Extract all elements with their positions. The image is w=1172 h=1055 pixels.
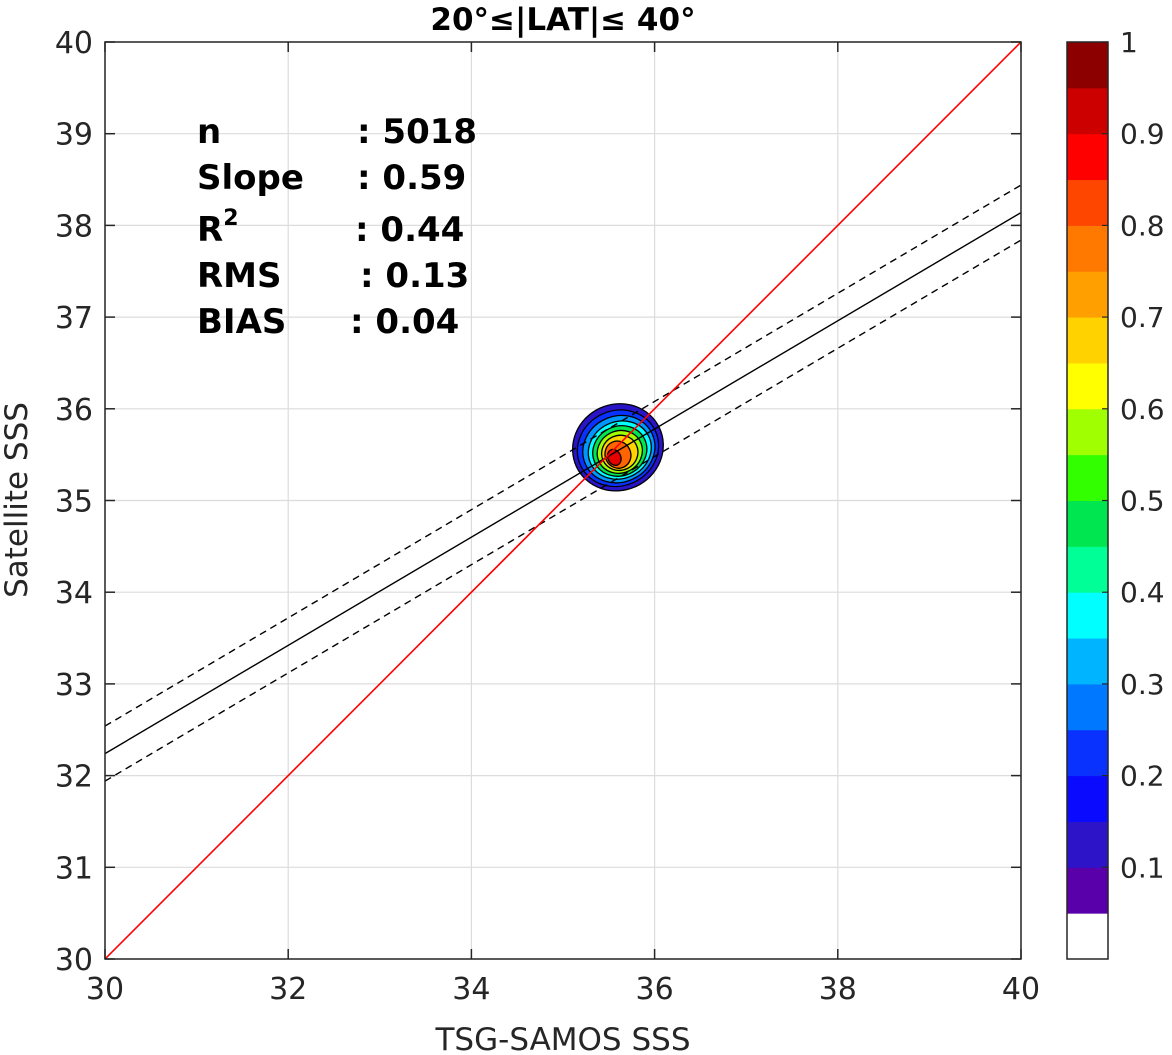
- colorbar-segment: [1067, 87, 1108, 135]
- stat-value: : 0.59: [357, 158, 466, 198]
- colorbar-segment: [1067, 821, 1108, 868]
- x-axis-label: TSG-SAMOS SSS: [435, 1022, 691, 1055]
- stat-label-superscript: 2: [223, 206, 238, 231]
- colorbar-segment: [1067, 133, 1108, 181]
- y-tick-label: 33: [55, 668, 93, 703]
- colorbar-segment: [1067, 42, 1108, 89]
- grid-lines: [104, 41, 1022, 960]
- colorbar-segment: [1067, 775, 1108, 822]
- colorbar-tick-label: 1: [1120, 26, 1138, 59]
- y-tick-label: 34: [55, 576, 93, 611]
- stat-value: : 0.13: [360, 256, 469, 296]
- colorbar-segment: [1067, 500, 1108, 547]
- y-tick-labels: 30 31 32 33 34 35 36 37 38 39 40: [55, 26, 93, 978]
- x-tick-label: 32: [269, 972, 307, 1007]
- colorbar-segment: [1067, 317, 1108, 364]
- y-tick-label: 30: [55, 943, 93, 978]
- colorbar-tick-label: 0.6: [1120, 393, 1165, 426]
- y-tick-label: 37: [55, 301, 93, 336]
- stat-label: BIAS: [197, 302, 286, 342]
- x-tick-label: 30: [86, 972, 124, 1007]
- y-tick-label: 36: [55, 393, 93, 428]
- x-tick-labels: 30 32 34 36 38 40: [86, 972, 1040, 1007]
- x-tick-label: 36: [636, 972, 674, 1007]
- fit-lower-bound-line: [105, 239, 1021, 782]
- stat-label: Slope: [197, 158, 304, 198]
- colorbar-segment: [1067, 638, 1108, 685]
- colorbar: [1066, 41, 1109, 960]
- colorbar-tick-label: 0.5: [1120, 485, 1165, 518]
- colorbar-segment: [1067, 546, 1108, 593]
- y-tick-label: 32: [55, 760, 93, 795]
- colorbar-segment: [1067, 408, 1108, 456]
- colorbar-segment: [1067, 683, 1108, 731]
- x-tick-label: 34: [452, 972, 490, 1007]
- one-to-one-line: [105, 42, 1021, 959]
- colorbar-segment: [1067, 913, 1108, 960]
- colorbar-tick-labels: 0.1 0.2 0.3 0.4 0.5 0.6 0.7 0.8 0.9 1: [1120, 26, 1165, 884]
- colorbar-tick-label: 0.1: [1120, 851, 1165, 884]
- stat-label: n: [197, 112, 221, 152]
- colorbar-segment: [1067, 271, 1108, 318]
- x-tick-label: 38: [819, 972, 857, 1007]
- colorbar-segment: [1067, 179, 1108, 226]
- colorbar-tick-label: 0.2: [1120, 760, 1165, 793]
- colorbar-tick-label: 0.8: [1120, 209, 1165, 242]
- y-tick-label: 38: [55, 209, 93, 244]
- colorbar-segment: [1067, 362, 1108, 410]
- stat-value: : 0.44: [355, 210, 464, 250]
- y-axis-label: Satellite SSS: [0, 402, 35, 598]
- colorbar-tick-label: 0.9: [1120, 118, 1165, 151]
- regression-lines: [105, 42, 1021, 959]
- stat-label: RMS: [197, 256, 282, 296]
- stat-value: : 5018: [357, 112, 477, 152]
- colorbar-segment: [1067, 867, 1108, 914]
- stat-value: : 0.04: [350, 302, 459, 342]
- axis-ticks: [104, 41, 1022, 960]
- y-tick-label: 35: [55, 485, 93, 520]
- x-tick-label: 40: [1002, 972, 1040, 1007]
- y-tick-label: 39: [55, 118, 93, 153]
- colorbar-segment: [1067, 592, 1108, 639]
- colorbar-segment: [1067, 454, 1108, 501]
- regression-fit-line: [105, 211, 1021, 755]
- colorbar-tick-label: 0.3: [1120, 668, 1165, 701]
- chart-title: 20°≤|LAT|≤ 40°: [430, 2, 695, 38]
- y-tick-label: 40: [55, 26, 93, 61]
- colorbar-segment: [1067, 225, 1108, 272]
- y-tick-label: 31: [55, 851, 93, 886]
- colorbar-tick-label: 0.7: [1120, 301, 1165, 334]
- fit-upper-bound-line: [105, 184, 1021, 727]
- colorbar-tick-label: 0.4: [1120, 576, 1165, 609]
- colorbar-segment: [1067, 729, 1108, 777]
